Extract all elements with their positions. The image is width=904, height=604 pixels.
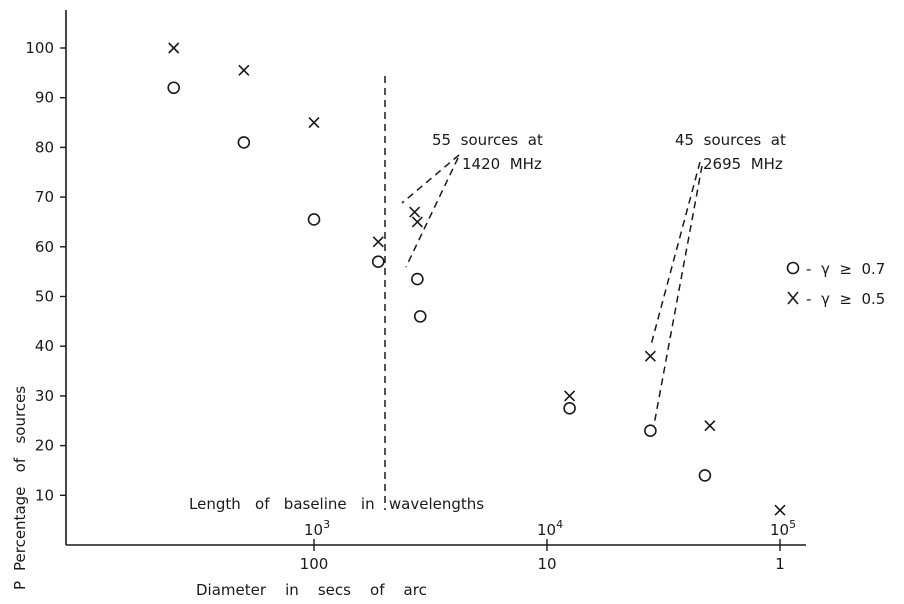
y-tick-label: 40: [35, 337, 54, 355]
annotation-2695: 45 sources at 2695 MHz: [650, 131, 786, 426]
baseline-tick-exponent: 3: [323, 518, 330, 531]
x-point: [411, 216, 423, 228]
x-point: [774, 504, 786, 516]
circle-point: [167, 81, 181, 95]
baseline-tick-label: 103: [304, 518, 330, 539]
x-point: [372, 236, 384, 248]
y-tick-label: 60: [35, 238, 54, 256]
legend-x-marker: [787, 291, 799, 305]
circle-point: [371, 255, 385, 269]
x-point: [564, 390, 576, 402]
x-point: [308, 116, 320, 129]
data-points: [167, 42, 786, 516]
x-axis-title: Diameter in secs of arc: [196, 581, 427, 599]
y-tick-label: 50: [35, 288, 54, 306]
circle-point: [563, 402, 576, 415]
circle-point: [237, 136, 251, 149]
x-tick-label: 10: [537, 555, 556, 573]
legend: - γ ≥ 0.7 - γ ≥ 0.5: [786, 260, 885, 308]
legend-circle-marker: [786, 261, 800, 275]
circle-point: [411, 272, 424, 286]
annotation-2695-leader-1: [650, 161, 701, 346]
annotation-1420-leader-2: [405, 157, 459, 268]
y-tick-label: 30: [35, 387, 54, 405]
x-point: [168, 42, 180, 54]
annotation-2695-line2: 2695 MHz: [703, 155, 783, 173]
annotation-2695-leader-2: [653, 165, 703, 426]
y-tick-label: 20: [35, 437, 54, 455]
baseline-tick-label: 104: [537, 518, 563, 539]
circle-point: [698, 469, 712, 482]
y-axis-title: Percentage of sources: [11, 386, 29, 571]
x-point: [644, 350, 656, 362]
annotation-1420-line1: 55 sources at: [432, 131, 543, 149]
y-tick-label: 70: [35, 188, 54, 206]
legend-circle-label: - γ ≥ 0.7: [806, 260, 885, 278]
x-point: [238, 64, 250, 76]
circle-point: [644, 424, 657, 437]
legend-x-label: - γ ≥ 0.5: [806, 290, 885, 308]
y-axis-ticks: 10 20 30 40 50 60 70 80 90 100: [25, 39, 66, 504]
circle-point: [413, 310, 427, 323]
annotation-1420-line2: 1420 MHz: [462, 155, 542, 173]
baseline-axis-title: Length of baseline in wavelengths: [189, 495, 484, 513]
baseline-tick-exponent: 4: [556, 518, 563, 531]
x-axis-ticks: 100 10 1 103 104 105: [300, 518, 796, 573]
baseline-tick-label: 105: [770, 518, 796, 539]
baseline-tick-exponent: 5: [789, 518, 796, 531]
annotation-1420-leader-1: [401, 154, 460, 204]
y-tick-label: 80: [35, 138, 54, 156]
x-tick-label: 100: [300, 555, 329, 573]
y-axis-letter: P: [11, 581, 29, 590]
y-tick-label: 90: [35, 89, 54, 107]
x-tick-label: 1: [775, 555, 785, 573]
annotation-2695-line1: 45 sources at: [675, 131, 786, 149]
x-point: [409, 206, 421, 218]
y-tick-label: 100: [25, 39, 54, 57]
circle-point: [307, 213, 321, 226]
x-point: [704, 420, 716, 432]
annotation-1420: 55 sources at 1420 MHz: [401, 131, 543, 268]
y-tick-label: 10: [35, 486, 54, 504]
